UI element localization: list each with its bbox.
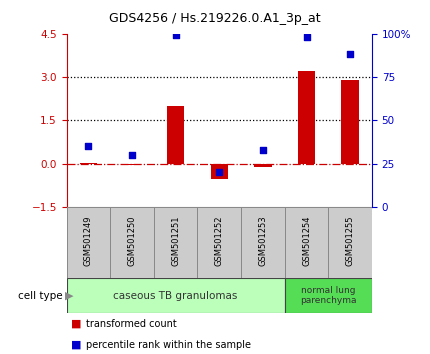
Text: normal lung
parenchyma: normal lung parenchyma	[300, 286, 356, 305]
Text: GSM501253: GSM501253	[258, 216, 267, 267]
Text: GSM501252: GSM501252	[215, 216, 224, 266]
Bar	[67, 207, 110, 278]
Bar	[241, 207, 285, 278]
Text: ▶: ▶	[64, 291, 73, 301]
Text: GSM501251: GSM501251	[171, 216, 180, 266]
Bar	[298, 71, 315, 164]
Point	[259, 147, 266, 153]
Text: transformed count: transformed count	[86, 319, 177, 329]
Bar	[285, 207, 329, 278]
Point	[347, 52, 353, 57]
Bar	[154, 207, 197, 278]
Bar	[254, 164, 272, 167]
Bar	[167, 106, 184, 164]
Bar	[110, 207, 154, 278]
Bar	[341, 80, 359, 164]
Text: GSM501249: GSM501249	[84, 216, 93, 266]
Point	[172, 33, 179, 38]
Bar	[329, 207, 372, 278]
Text: GSM501250: GSM501250	[128, 216, 137, 266]
Text: percentile rank within the sample: percentile rank within the sample	[86, 340, 251, 350]
Point	[129, 152, 135, 158]
Text: ■: ■	[71, 340, 81, 350]
Text: GDS4256 / Hs.219226.0.A1_3p_at: GDS4256 / Hs.219226.0.A1_3p_at	[109, 12, 321, 25]
Bar	[211, 164, 228, 179]
Point	[303, 34, 310, 40]
Text: GSM501254: GSM501254	[302, 216, 311, 266]
Bar	[197, 207, 241, 278]
Point	[216, 170, 223, 175]
Bar	[285, 278, 372, 313]
Bar	[80, 163, 97, 164]
Text: GSM501255: GSM501255	[346, 216, 355, 266]
Point	[85, 144, 92, 149]
Bar	[67, 278, 285, 313]
Bar	[123, 164, 141, 165]
Text: cell type: cell type	[18, 291, 62, 301]
Text: ■: ■	[71, 319, 81, 329]
Text: caseous TB granulomas: caseous TB granulomas	[114, 291, 238, 301]
